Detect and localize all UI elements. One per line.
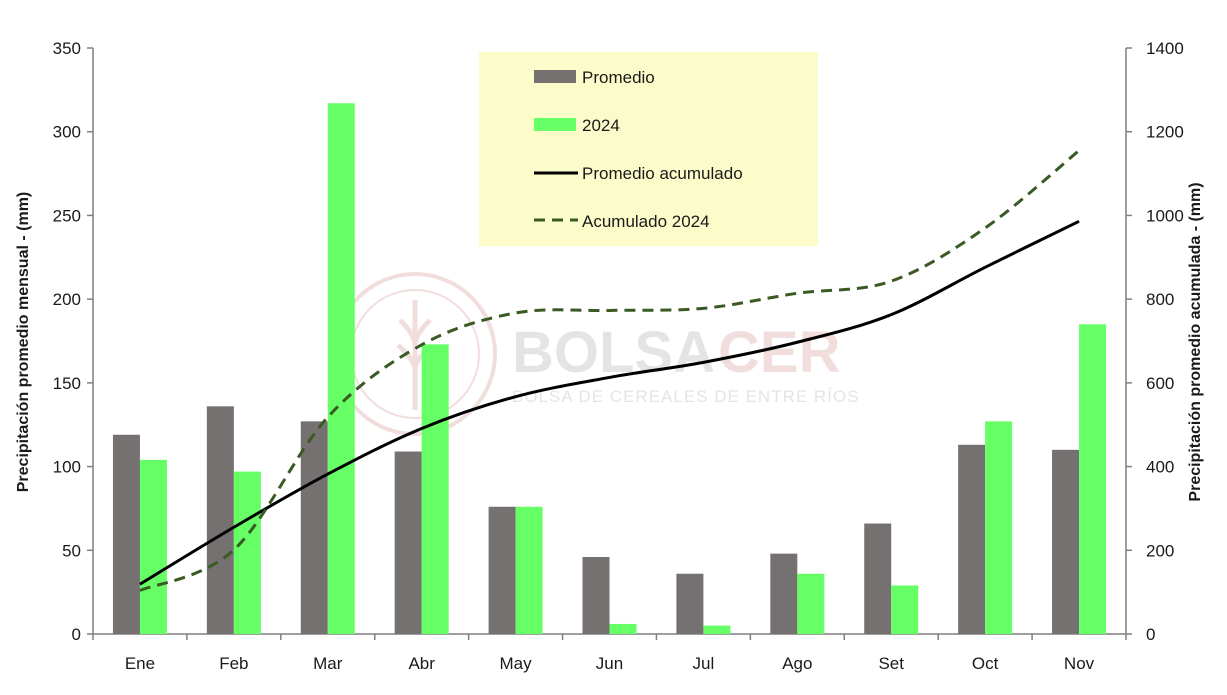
bar-2024-mar (327, 103, 355, 635)
bar-2024-jun (609, 623, 637, 634)
bar-promedio-abr (394, 451, 422, 634)
bar-2024-nov (1079, 324, 1107, 634)
bar-2024-may (515, 506, 543, 634)
bar-2024-ene (139, 459, 167, 634)
x-tick-label: Ene (125, 654, 155, 673)
left-tick-label: 350 (53, 39, 81, 58)
bar-promedio-feb (206, 406, 234, 634)
left-tick-label: 0 (72, 625, 81, 644)
left-tick-label: 50 (62, 541, 81, 560)
line-acumulado-2024 (139, 149, 1081, 592)
right-tick-label: 800 (1146, 290, 1174, 309)
bar-promedio-nov (1052, 449, 1080, 634)
left-tick-label: 150 (53, 374, 81, 393)
bar-2024-oct (985, 421, 1013, 634)
bar-promedio-jul (676, 573, 704, 634)
lines-group (139, 149, 1081, 592)
legend-label-2024: 2024 (582, 116, 620, 135)
legend-label-promedio-acumulado: Promedio acumulado (582, 164, 743, 183)
x-tick-label: Feb (219, 654, 248, 673)
watermark-title-part2: CER (718, 320, 840, 385)
bar-promedio-mar (300, 421, 328, 634)
bar-promedio-ene (112, 434, 140, 634)
bar-2024-abr (421, 344, 449, 634)
legend-swatch-2024 (534, 118, 576, 131)
bar-promedio-set (864, 523, 892, 634)
legend: Promedio 2024 Promedio acumulado Acumula… (479, 52, 818, 246)
bar-promedio-may (488, 506, 516, 634)
left-tick-label: 200 (53, 290, 81, 309)
x-tick-label: Mar (313, 654, 343, 673)
bars-group (112, 103, 1107, 635)
right-tick-label: 400 (1146, 458, 1174, 477)
bar-promedio-ago (770, 553, 798, 634)
legend-label-promedio: Promedio (582, 68, 655, 87)
y-axis-title: Precipitación promedio mensual - (mm) (15, 192, 32, 493)
left-axis-ticks: 0 50 100 150 200 250 300 350 (53, 39, 93, 644)
legend-label-acumulado-2024: Acumulado 2024 (582, 212, 710, 231)
x-tick-label: Jun (596, 654, 623, 673)
x-tick-label: Abr (408, 654, 435, 673)
x-tick-label: Ago (782, 654, 812, 673)
watermark-title-part1: BOLSA (512, 320, 715, 385)
bar-promedio-oct (958, 444, 986, 634)
bar-2024-jul (703, 625, 731, 634)
left-tick-label: 100 (53, 458, 81, 477)
x-tick-label: Oct (972, 654, 999, 673)
bar-2024-ago (797, 573, 825, 634)
x-tick-label: May (500, 654, 533, 673)
left-tick-label: 250 (53, 206, 81, 225)
right-tick-label: 1400 (1146, 39, 1184, 58)
legend-background (479, 52, 818, 246)
bar-2024-set (891, 585, 919, 634)
line-promedio-acumulado (139, 219, 1080, 586)
x-axis-ticks: Ene Feb Mar Abr May Jun Jul Ago Set Oct Nov (92, 634, 1127, 673)
bar-2024-feb (233, 471, 261, 634)
y2-axis-title: Precipitación promedio acumulada - (mm) (1187, 182, 1204, 501)
x-tick-label: Set (878, 654, 904, 673)
x-tick-label: Jul (693, 654, 715, 673)
left-tick-label: 300 (53, 123, 81, 142)
watermark: BOLSA CER BOLSA DE CEREALES DE ENTRE RÍO… (333, 272, 859, 436)
right-axis-ticks: 0 200 400 600 800 1000 1200 1400 (1126, 39, 1184, 644)
legend-swatch-promedio (534, 70, 576, 83)
right-tick-label: 0 (1146, 625, 1155, 644)
right-tick-label: 200 (1146, 541, 1174, 560)
right-tick-label: 1200 (1146, 123, 1184, 142)
right-tick-label: 600 (1146, 374, 1174, 393)
x-tick-label: Nov (1064, 654, 1095, 673)
right-tick-label: 1000 (1146, 206, 1184, 225)
watermark-subtitle: BOLSA DE CEREALES DE ENTRE RÍOS (512, 387, 859, 406)
bar-promedio-jun (582, 556, 610, 634)
